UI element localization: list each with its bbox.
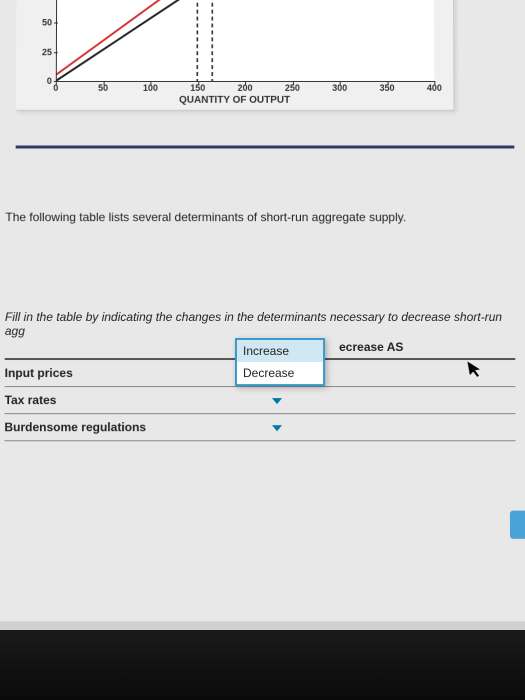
dropdown-option-increase[interactable]: Increase: [237, 340, 323, 362]
instruction-text: Fill in the table by indicating the chan…: [5, 310, 525, 338]
header-blank: [5, 340, 215, 354]
intro-text: The following table lists several determ…: [5, 210, 514, 224]
chart-plot-area: [56, 0, 435, 81]
device-bezel: [0, 630, 525, 700]
row-label: Tax rates: [5, 393, 215, 407]
dropdown-menu-open[interactable]: Increase Decrease: [235, 338, 325, 386]
screen-content: PRIC QUANTITY OF OUTPUT 0255075 05010015…: [0, 0, 525, 622]
table-row: Burdensome regulations: [4, 414, 515, 441]
dropdown-tax-rates[interactable]: [215, 393, 335, 407]
chart-svg: [56, 0, 435, 81]
red-line: [56, 0, 198, 75]
dropdown-regulations[interactable]: [215, 420, 335, 434]
chart-panel: PRIC QUANTITY OF OUTPUT 0255075 05010015…: [16, 0, 455, 111]
black-line: [56, 0, 220, 81]
header-id: ecrease AS: [335, 340, 515, 354]
row-label: Input prices: [5, 366, 215, 380]
table-row: Tax rates: [4, 387, 515, 414]
chevron-down-icon: [272, 398, 282, 404]
chevron-down-icon: [272, 425, 282, 431]
help-button[interactable]: [510, 511, 525, 539]
row-label: Burdensome regulations: [4, 420, 215, 434]
y-tick-label: 50: [34, 18, 52, 28]
dropdown-option-decrease[interactable]: Decrease: [237, 362, 323, 384]
y-tick-label: 25: [34, 47, 52, 57]
x-axis-title: QUANTITY OF OUTPUT: [16, 95, 454, 106]
section-divider: [16, 146, 515, 149]
